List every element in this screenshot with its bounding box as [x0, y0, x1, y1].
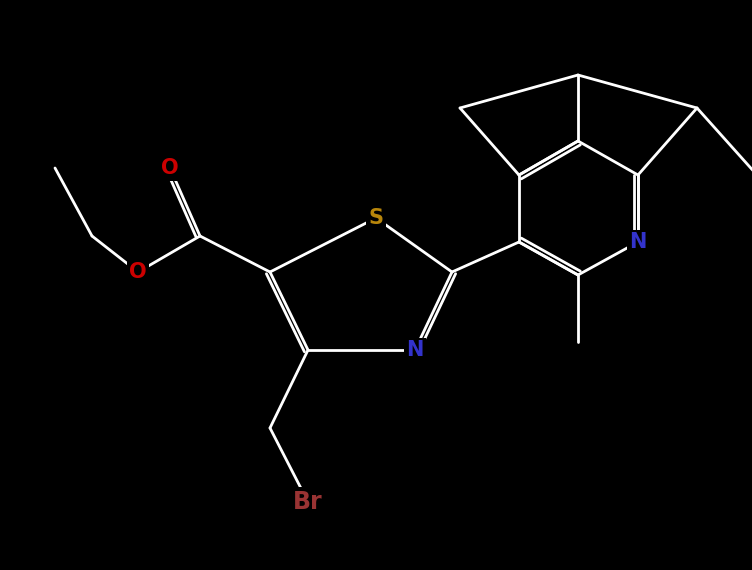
Text: O: O: [129, 262, 147, 282]
Text: S: S: [368, 208, 384, 228]
Text: N: N: [629, 232, 647, 252]
Text: O: O: [161, 158, 179, 178]
Text: N: N: [406, 340, 423, 360]
Text: Br: Br: [293, 490, 323, 514]
